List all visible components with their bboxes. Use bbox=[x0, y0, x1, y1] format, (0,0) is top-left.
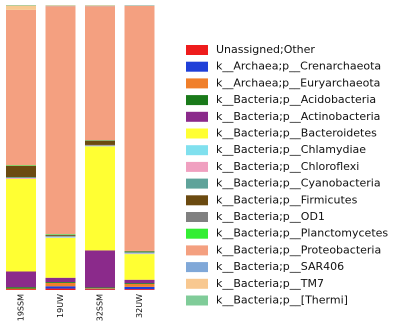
x-tick-label: 19UW bbox=[56, 294, 65, 318]
legend-label: k__Bacteria;p__[Thermi] bbox=[216, 294, 348, 307]
legend-label: k__Bacteria;p__OD1 bbox=[216, 210, 325, 223]
legend-label: k__Bacteria;p__Actinobacteria bbox=[216, 110, 380, 123]
legend-label: k__Bacteria;p__Chlamydiae bbox=[216, 143, 366, 156]
legend-swatch bbox=[186, 45, 208, 55]
bar-segment bbox=[124, 284, 155, 287]
bar-segment bbox=[6, 287, 36, 289]
bar-segment bbox=[45, 6, 76, 235]
bar-segment bbox=[85, 250, 115, 288]
bar-segment bbox=[6, 165, 36, 166]
legend-label: k__Bacteria;p__Bacteroidetes bbox=[216, 127, 377, 140]
bar-segment bbox=[124, 279, 155, 284]
bar-segment bbox=[124, 286, 155, 290]
bar-segment bbox=[45, 282, 76, 287]
legend-label: Unassigned;Other bbox=[216, 43, 315, 56]
bar-segment bbox=[6, 5, 36, 10]
bar-segment bbox=[45, 236, 76, 238]
legend-swatch bbox=[186, 278, 208, 289]
bar-segment bbox=[45, 234, 76, 236]
bar-segment bbox=[124, 253, 155, 255]
legend-swatch bbox=[186, 145, 208, 156]
legend-label: k__Bacteria;p__SAR406 bbox=[216, 260, 344, 273]
legend-label: k__Bacteria;p__Cyanobacteria bbox=[216, 177, 381, 190]
bar-segment bbox=[85, 288, 115, 289]
legend-label: k__Bacteria;p__Planctomycetes bbox=[216, 227, 388, 240]
legend-swatch bbox=[186, 111, 208, 122]
bar-segment bbox=[124, 252, 155, 253]
legend-swatch bbox=[186, 195, 208, 206]
bar-segment bbox=[45, 234, 76, 235]
legend-label: k__Bacteria;p__Firmicutes bbox=[216, 193, 358, 206]
x-tick-label: 32UW bbox=[135, 294, 144, 318]
bar-segment bbox=[85, 146, 115, 251]
legend-label: k__Bacteria;p__Acidobacteria bbox=[216, 93, 376, 106]
bar-segment bbox=[45, 5, 76, 6]
bar-segment bbox=[6, 177, 36, 178]
legend-swatch bbox=[186, 61, 208, 72]
bar-segment bbox=[124, 252, 155, 254]
x-tick-label: 32SSM bbox=[96, 294, 105, 321]
bar-segment bbox=[45, 277, 76, 283]
bar-segment bbox=[45, 282, 76, 283]
legend-swatch bbox=[186, 78, 208, 89]
bar-segment bbox=[6, 5, 36, 6]
legend-swatch bbox=[186, 245, 208, 256]
legend-swatch bbox=[186, 161, 208, 172]
legend-swatch bbox=[186, 95, 208, 106]
legend-swatch bbox=[186, 295, 208, 306]
bar-segment bbox=[45, 235, 76, 237]
bar-segment bbox=[124, 251, 155, 253]
bar-segment bbox=[85, 140, 115, 145]
legend-label: k__Archaea;p__Crenarchaeota bbox=[216, 60, 381, 73]
bar-segment bbox=[85, 5, 115, 6]
bar-segment bbox=[6, 9, 36, 166]
legend-label: k__Bacteria;p__TM7 bbox=[216, 277, 324, 290]
bar-segment bbox=[6, 165, 36, 178]
legend-swatch bbox=[186, 228, 208, 239]
bar-segment bbox=[45, 237, 76, 278]
bar-segment bbox=[45, 237, 76, 238]
bar-segment bbox=[85, 287, 115, 289]
x-tick-label: 19SSM bbox=[17, 294, 26, 321]
bar-segment bbox=[85, 144, 115, 146]
bar-segment bbox=[6, 289, 36, 290]
bar-segment bbox=[124, 283, 155, 285]
bar-segment bbox=[85, 6, 115, 141]
bar-segment bbox=[6, 177, 36, 179]
bar-segment bbox=[6, 178, 36, 272]
bar-segment bbox=[124, 254, 155, 280]
legend-label: k__Bacteria;p__Proteobacteria bbox=[216, 243, 381, 256]
bar-segment bbox=[85, 289, 115, 290]
bar-segment bbox=[124, 289, 155, 290]
legend-swatch bbox=[186, 212, 208, 222]
legend-label: k__Bacteria;p__Chloroflexi bbox=[216, 160, 359, 173]
bar-segment bbox=[6, 288, 36, 290]
bar-segment bbox=[45, 288, 76, 290]
legend-swatch bbox=[186, 178, 208, 189]
legend-swatch bbox=[186, 128, 208, 139]
bar-segment bbox=[124, 5, 155, 251]
legend-swatch bbox=[186, 262, 208, 273]
bar-segment bbox=[45, 286, 76, 289]
legend-label: k__Archaea;p__Euryarchaeota bbox=[216, 76, 380, 89]
bar-segment bbox=[6, 271, 36, 288]
bar-segment bbox=[85, 145, 115, 147]
